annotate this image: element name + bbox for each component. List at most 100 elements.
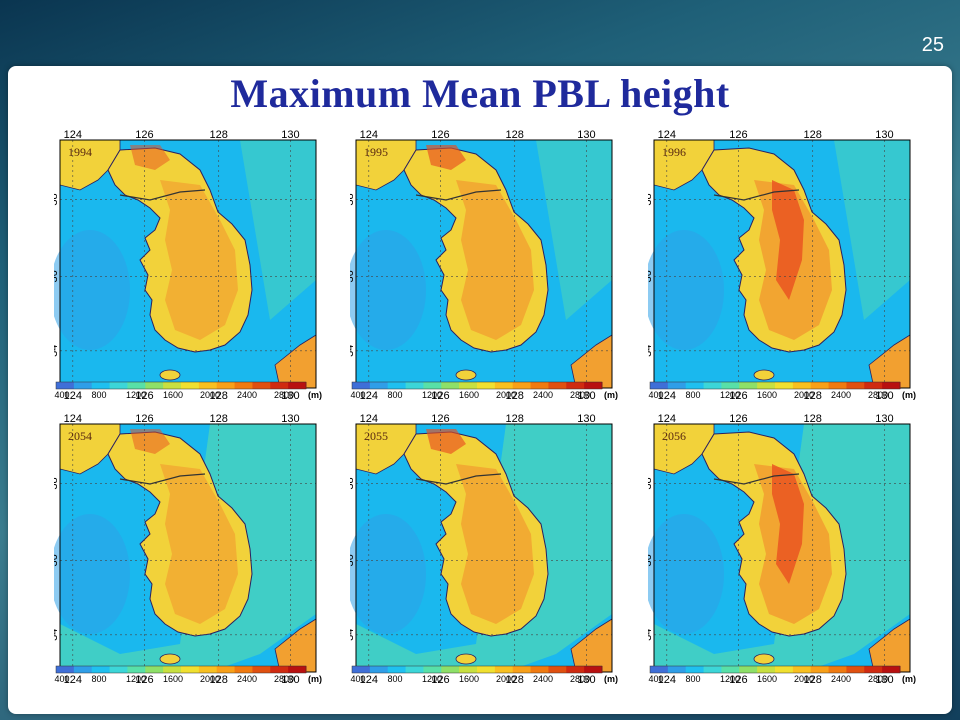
colorbar-unit: (m) [604, 674, 618, 684]
lon-tick-label: 128 [804, 129, 822, 141]
lat-tick-label: 38 [648, 193, 654, 205]
lon-tick-label: 130 [875, 390, 893, 400]
lat-tick-label: 34 [648, 629, 654, 641]
lon-tick-label: 126 [729, 129, 747, 141]
colorbar-swatch [494, 666, 514, 673]
lat-tick-label: 38 [617, 477, 620, 489]
colorbar: 400 800 1200 1600 2000 2400 2800 (m) [350, 665, 618, 684]
colorbar-tick-label: 2400 [831, 674, 851, 684]
lon-tick-label: 126 [729, 413, 747, 425]
colorbar-swatch [441, 666, 460, 673]
colorbar-swatch [270, 666, 289, 673]
colorbar-swatch [73, 382, 93, 389]
colorbar-unit: (m) [308, 390, 322, 400]
lat-tick-label: 36 [648, 270, 654, 282]
lon-tick-label: 130 [577, 674, 595, 684]
pbl-map-image: 124 124 126 126 128 128 130 130 34 34 36 36 38 38 1994… [54, 129, 324, 400]
lon-tick-label: 126 [135, 390, 153, 400]
colorbar-swatch [234, 666, 253, 673]
colorbar-tick-label: 2800 [274, 674, 294, 684]
slide-number: 25 [921, 34, 944, 56]
lon-tick-label: 124 [360, 674, 378, 684]
colorbar-tick-label: 2000 [794, 674, 814, 684]
colorbar-swatch [477, 382, 496, 389]
lat-tick-label: 34 [350, 629, 356, 641]
colorbar-tick-label: 2000 [200, 390, 220, 400]
colorbar-swatch [650, 666, 669, 673]
lon-tick-label: 130 [281, 674, 299, 684]
colorbar-swatch [91, 382, 111, 389]
lon-tick-label: 126 [431, 674, 449, 684]
year-label: 1994 [68, 145, 92, 159]
colorbar-swatch [584, 382, 603, 389]
colorbar-swatch [459, 666, 478, 673]
colorbar-swatch [252, 666, 271, 673]
lat-tick-label: 36 [915, 270, 918, 282]
colorbar-tick-label: 2000 [200, 674, 220, 684]
lat-tick-label: 34 [648, 345, 654, 357]
colorbar-swatch [73, 666, 93, 673]
colorbar-tick-label: 2400 [533, 674, 553, 684]
colorbar-swatch [775, 666, 794, 673]
lon-tick-label: 126 [729, 390, 747, 400]
year-label: 2055 [364, 429, 388, 443]
colorbar-tick-label: 400 [54, 390, 69, 400]
lon-tick-label: 124 [360, 390, 378, 400]
colorbar-swatch [512, 382, 532, 389]
colorbar-tick-label: 1200 [422, 674, 442, 684]
lat-tick-label: 36 [350, 554, 356, 566]
colorbar-tick-label: 1600 [163, 674, 183, 684]
colorbar-swatch [667, 666, 687, 673]
lat-tick-label: 38 [321, 477, 324, 489]
colorbar-tick-label: 2400 [533, 390, 553, 400]
lon-tick-label: 128 [506, 674, 524, 684]
lat-tick-label: 36 [350, 270, 356, 282]
colorbar-tick-label: 1200 [720, 674, 740, 684]
colorbar-swatch [145, 666, 164, 673]
colorbar-swatch [477, 666, 496, 673]
pbl-map-2056: 124 124 126 126 128 128 130 130 34 34 36 36 38 38 2056… [648, 412, 918, 684]
lat-tick-label: 38 [321, 193, 324, 205]
colorbar-swatch [459, 382, 478, 389]
lon-tick-label: 124 [658, 674, 676, 684]
slide-title: Maximum Mean PBL height [230, 71, 730, 116]
colorbar-tick-label: 800 [91, 674, 106, 684]
colorbar-swatch [369, 382, 389, 389]
colorbar-tick-label: 2000 [496, 674, 516, 684]
lat-tick-label: 34 [915, 345, 918, 357]
colorbar-swatch [685, 382, 705, 389]
colorbar-tick-label: 2800 [570, 390, 590, 400]
colorbar-swatch [548, 382, 567, 389]
colorbar-swatch [181, 666, 200, 673]
colorbar-swatch [703, 666, 722, 673]
lat-tick-label: 34 [617, 629, 620, 641]
colorbar: 400 800 1200 1600 2000 2400 2800 (m) [54, 381, 322, 400]
colorbar-swatch [288, 666, 307, 673]
colorbar-swatch [216, 382, 236, 389]
lon-tick-label: 126 [729, 674, 747, 684]
colorbar: 400 800 1200 1600 2000 2400 2800 (m) [54, 665, 322, 684]
colorbar-swatch [369, 666, 389, 673]
lon-tick-label: 128 [804, 674, 822, 684]
colorbar-tick-label: 1600 [163, 390, 183, 400]
colorbar-swatch [775, 382, 794, 389]
lon-tick-label: 124 [658, 390, 676, 400]
colorbar-swatch [405, 382, 424, 389]
colorbar-swatch [91, 666, 111, 673]
lon-tick-label: 130 [577, 413, 595, 425]
lat-tick-label: 34 [321, 629, 324, 641]
lat-tick-label: 36 [617, 554, 620, 566]
colorbar-tick-label: 2800 [868, 390, 888, 400]
colorbar-tick-label: 1600 [459, 674, 479, 684]
lon-tick-label: 128 [506, 390, 524, 400]
colorbar-tick-label: 1200 [720, 390, 740, 400]
colorbar-swatch [566, 666, 585, 673]
pbl-map-2054: 124 124 126 126 128 128 130 130 34 34 36 36 38 38 2054… [54, 412, 324, 684]
lat-tick-label: 34 [54, 345, 60, 357]
colorbar-swatch [846, 382, 865, 389]
colorbar-unit: (m) [902, 390, 916, 400]
colorbar-tick-label: 2800 [570, 674, 590, 684]
lon-tick-label: 128 [506, 413, 524, 425]
lon-tick-label: 128 [210, 129, 228, 141]
lon-tick-label: 124 [64, 129, 82, 141]
